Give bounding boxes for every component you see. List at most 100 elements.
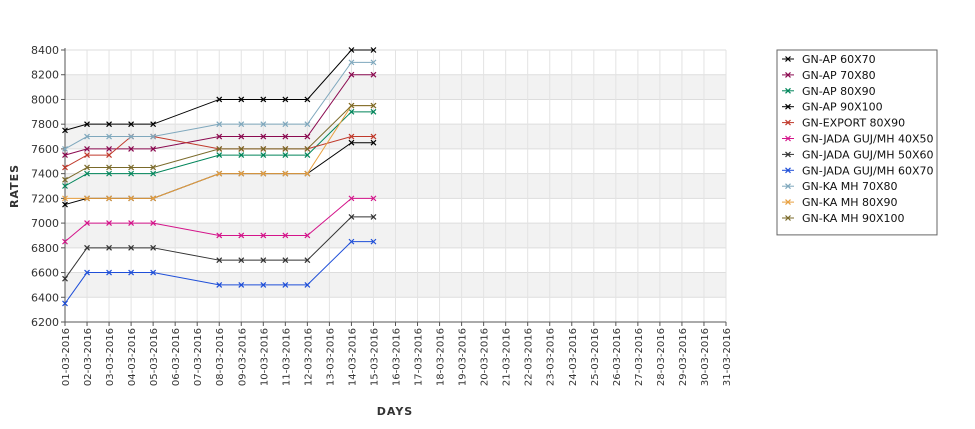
data-point <box>84 220 90 227</box>
y-tick-label: 7400 <box>31 168 59 181</box>
data-point <box>216 257 223 264</box>
data-point <box>370 195 377 202</box>
data-point <box>62 275 68 282</box>
y-tick-label: 7200 <box>31 192 59 205</box>
data-point <box>128 269 135 276</box>
data-point <box>106 195 112 202</box>
data-point <box>260 257 267 264</box>
legend-marker <box>785 71 791 78</box>
data-point <box>370 59 377 66</box>
data-point <box>260 170 267 177</box>
legend-item: GN-AP 80X90 <box>782 85 876 98</box>
legend-label: GN-AP 80X90 <box>802 85 876 98</box>
series-line <box>65 105 374 199</box>
data-point <box>282 145 289 152</box>
legend-box <box>776 49 938 236</box>
legend-label: GN-JADA GUJ/MH 40X50 <box>802 133 934 146</box>
legend-label: GN-AP 70X80 <box>802 69 876 82</box>
x-tick-label: 19-03-2016 <box>458 328 469 386</box>
y-tick-label: 6800 <box>31 242 59 255</box>
legend-item: GN-AP 70X80 <box>782 69 876 82</box>
data-point <box>128 121 135 128</box>
data-point <box>348 102 355 109</box>
data-point <box>216 121 223 128</box>
data-point <box>370 108 377 115</box>
data-point <box>128 195 135 202</box>
data-point <box>128 170 135 177</box>
data-point <box>62 127 68 134</box>
x-tick-label: 06-03-2016 <box>171 328 182 386</box>
series-line <box>64 49 374 131</box>
data-point <box>282 232 289 239</box>
x-tick-label: 30-03-2016 <box>700 328 711 386</box>
data-point <box>370 139 377 146</box>
data-point <box>150 244 157 251</box>
data-point <box>370 133 377 140</box>
x-tick-label: 09-03-2016 <box>237 328 248 386</box>
legend-item: GN-JADA GUJ/MH 60X70 <box>782 164 934 177</box>
series-line <box>64 241 374 304</box>
data-point <box>282 281 289 288</box>
data-point <box>106 220 112 227</box>
series-gn-jada-guj-mh-50x60 <box>62 213 377 282</box>
data-point <box>84 195 90 202</box>
data-point <box>216 133 223 140</box>
data-point <box>282 96 289 103</box>
x-tick-label: 27-03-2016 <box>634 328 645 386</box>
data-point <box>238 121 245 128</box>
data-point <box>282 133 289 140</box>
y-tick-label: 8400 <box>31 44 59 57</box>
series-gn-ka-mh-70x80 <box>62 59 377 152</box>
series-line <box>64 105 374 181</box>
data-point <box>84 133 90 140</box>
data-point <box>370 71 377 78</box>
data-point <box>260 121 267 128</box>
series-gn-ka-mh-90x100 <box>62 102 377 183</box>
data-point <box>216 232 223 239</box>
data-point <box>370 213 377 220</box>
x-tick-label: 20-03-2016 <box>480 328 491 386</box>
data-point <box>348 108 355 115</box>
legend-marker <box>785 87 791 94</box>
data-point <box>238 96 245 103</box>
legend-label: GN-JADA GUJ/MH 50X60 <box>802 148 934 161</box>
data-point <box>238 232 245 239</box>
data-point <box>304 170 311 177</box>
data-point <box>106 269 112 276</box>
series-gn-jada-guj-mh-40x50 <box>62 195 377 245</box>
series-line <box>64 74 374 156</box>
x-tick-label: 07-03-2016 <box>193 328 204 386</box>
x-tick-label: 12-03-2016 <box>303 328 314 386</box>
data-point <box>348 47 355 53</box>
series-group <box>62 47 377 307</box>
data-point <box>62 145 68 152</box>
legend-item: GN-KA MH 80X90 <box>782 196 898 209</box>
x-tick-label: 04-03-2016 <box>127 328 138 386</box>
data-point <box>84 121 90 128</box>
data-point <box>348 213 355 220</box>
data-point <box>150 133 157 140</box>
x-tick-label: 13-03-2016 <box>325 328 336 386</box>
legend-label: GN-JADA GUJ/MH 60X70 <box>802 164 934 177</box>
data-point <box>216 152 223 159</box>
data-point <box>150 145 157 152</box>
x-tick-label: 14-03-2016 <box>347 328 358 386</box>
data-point <box>238 145 245 152</box>
x-tick-label: 28-03-2016 <box>656 328 667 386</box>
data-point <box>304 133 311 140</box>
data-point <box>282 121 289 128</box>
legend-label: GN-KA MH 70X80 <box>802 180 898 193</box>
legend-item: GN-AP 90X100 <box>782 101 883 114</box>
data-point <box>348 59 355 66</box>
data-point <box>150 195 157 202</box>
data-point <box>62 195 68 202</box>
y-tick-label: 7600 <box>31 143 59 156</box>
data-point <box>150 269 157 276</box>
x-tick-label: 29-03-2016 <box>678 328 689 386</box>
y-axis-title: RATES <box>8 164 21 208</box>
x-tick-label: 21-03-2016 <box>502 328 513 386</box>
data-point <box>84 145 90 152</box>
legend-item: GN-KA MH 90X100 <box>782 212 905 225</box>
legend-label: GN-KA MH 90X100 <box>802 212 905 225</box>
